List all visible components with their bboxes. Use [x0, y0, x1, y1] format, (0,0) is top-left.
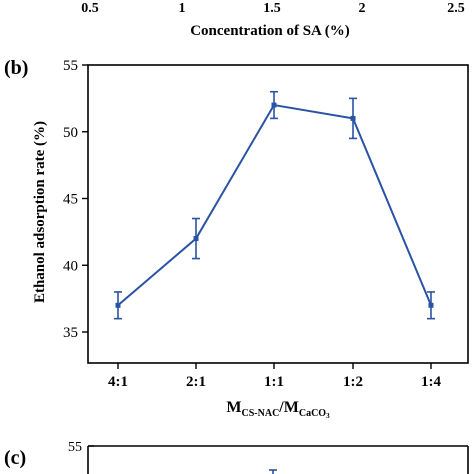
x-axis-label-sub1: CS-NAC [242, 408, 280, 419]
top-x-tick-label: 1 [179, 1, 186, 16]
y-tick-label: 55 [63, 58, 78, 74]
y-tick-label: 45 [63, 192, 78, 208]
data-point [428, 302, 434, 308]
series-line [117, 103, 432, 307]
y-axis-ticks: 35 40 45 50 55 [63, 58, 88, 341]
x-axis-label-main: M [226, 399, 241, 416]
top-x-tick-label: 1.5 [263, 1, 281, 16]
panel-c-y-tick-55: 55 [68, 440, 82, 455]
x-axis-label-sub3: 3 [326, 412, 330, 420]
y-tick-label: 35 [63, 325, 78, 341]
data-point [271, 102, 277, 108]
y-tick-label: 50 [63, 125, 78, 141]
x-tick-label: 1:2 [343, 374, 363, 390]
data-point [193, 236, 199, 242]
top-x-tick-label: 2 [359, 1, 366, 16]
x-axis-label-sub2: CaCO [299, 408, 326, 419]
top-x-tick-label: 2.5 [447, 1, 465, 16]
top-chart-x-axis-label: Concentration of SA (%) [190, 23, 350, 39]
top-chart-x-ticks: 0.5 1 1.5 2 2.5 [81, 1, 465, 16]
y-tick-label: 40 [63, 258, 78, 274]
x-tick-label: 4:1 [108, 374, 128, 390]
series-ethanol-adsorption [114, 90, 435, 320]
data-point [115, 302, 121, 308]
x-axis-ticks: 4:1 2:1 1:1 1:2 1:4 [108, 363, 441, 390]
x-tick-label: 2:1 [186, 374, 206, 390]
plot-frame [87, 64, 469, 364]
y-axis-label: Ethanol adsorption rate (%) [32, 121, 48, 303]
x-axis-label: MCS-NAC/MCaCO3 [226, 399, 330, 420]
x-tick-label: 1:1 [264, 374, 284, 390]
top-x-tick-label: 0.5 [81, 1, 99, 16]
panel-b-label: (b) [4, 57, 28, 79]
panel-c-label: (c) [4, 447, 26, 469]
x-axis-label-slash: /M [278, 399, 299, 416]
data-point [350, 115, 356, 121]
x-tick-label: 1:4 [421, 374, 441, 390]
